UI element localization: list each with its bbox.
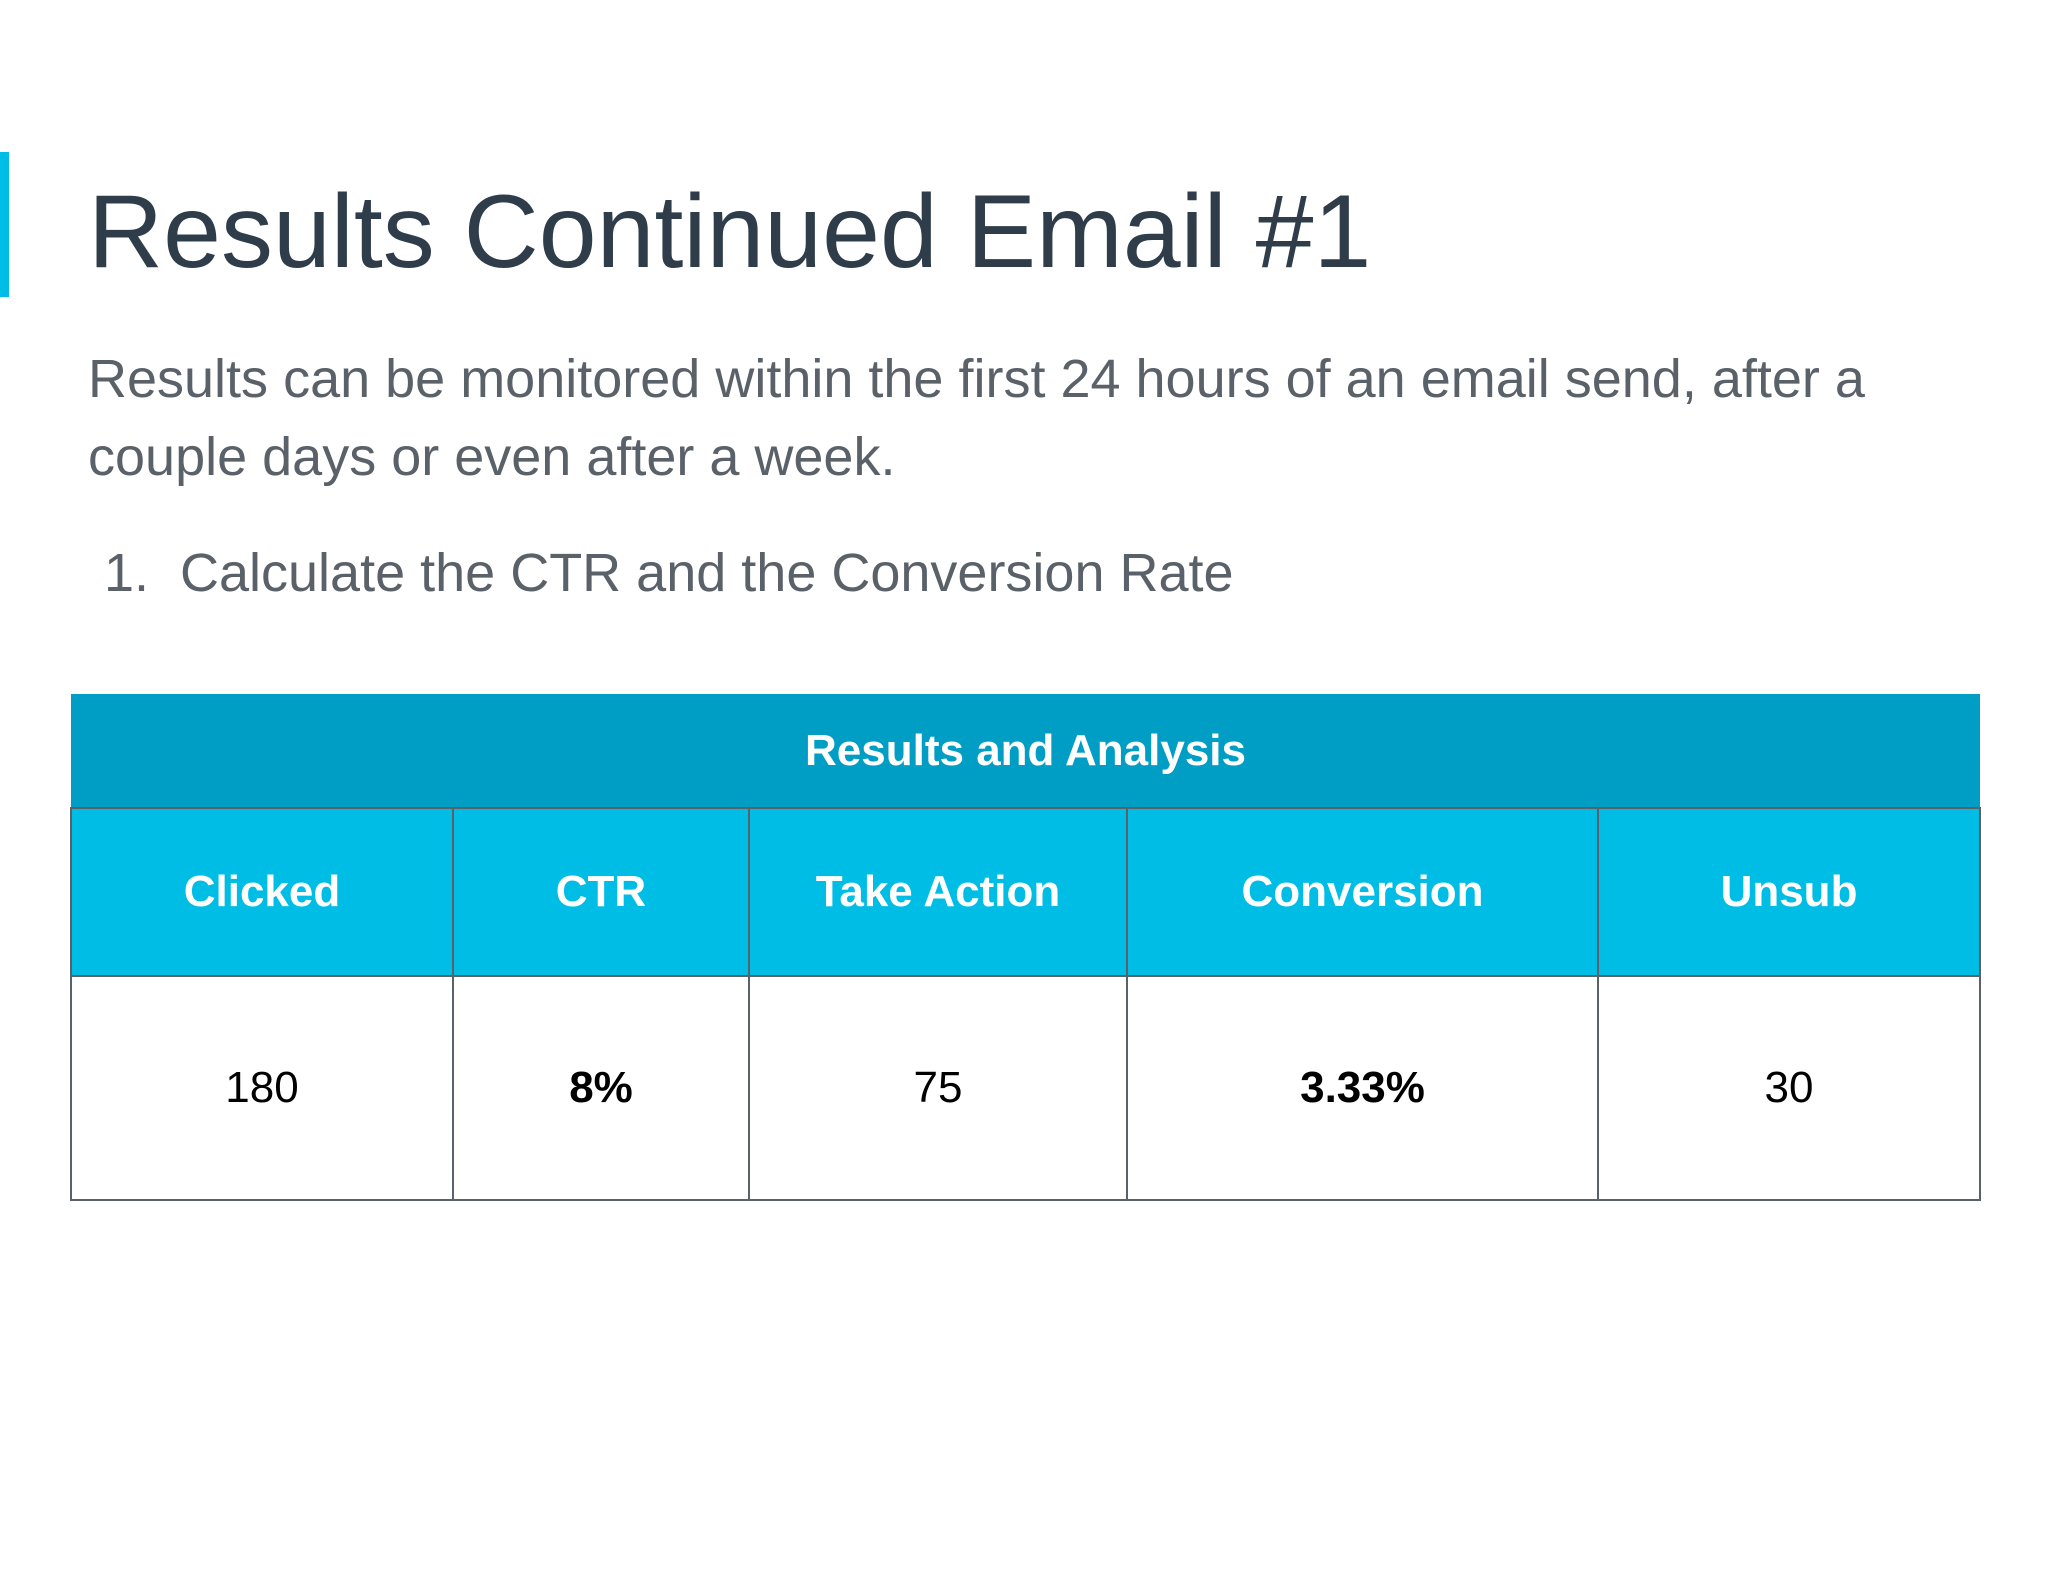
step-number: 1. bbox=[104, 543, 150, 603]
results-table: Results and Analysis Clicked CTR Take Ac… bbox=[70, 694, 1982, 1201]
slide-body-text: Results can be monitored within the firs… bbox=[88, 349, 1865, 487]
cell-clicked: 180 bbox=[70, 975, 454, 1201]
cell-take-action: 75 bbox=[748, 975, 1128, 1201]
table-caption: Results and Analysis bbox=[71, 694, 1981, 808]
table-row: 180 8% 75 3.33% 30 bbox=[70, 975, 1982, 1201]
column-header-conversion: Conversion bbox=[1126, 807, 1599, 977]
cell-conversion: 3.33% bbox=[1126, 975, 1599, 1201]
column-header-unsub: Unsub bbox=[1596, 807, 1982, 977]
title-accent-bar bbox=[0, 152, 9, 297]
steps-list: 1. Calculate the CTR and the Conversion R… bbox=[104, 534, 1234, 612]
cell-ctr: 8% bbox=[452, 975, 750, 1201]
column-header-take-action: Take Action bbox=[748, 807, 1128, 977]
step-item: 1. Calculate the CTR and the Conversion R… bbox=[104, 534, 1234, 612]
cell-unsub: 30 bbox=[1596, 975, 1982, 1201]
step-text: Calculate the CTR and the Conversion Rat… bbox=[180, 543, 1234, 603]
column-header-ctr: CTR bbox=[452, 807, 750, 977]
table-caption-row: Results and Analysis bbox=[71, 694, 1981, 808]
slide-title: Results Continued Email #1 bbox=[88, 174, 1372, 290]
column-header-clicked: Clicked bbox=[70, 807, 454, 977]
table-header-row: Clicked CTR Take Action Conversion Unsub bbox=[70, 807, 1982, 977]
